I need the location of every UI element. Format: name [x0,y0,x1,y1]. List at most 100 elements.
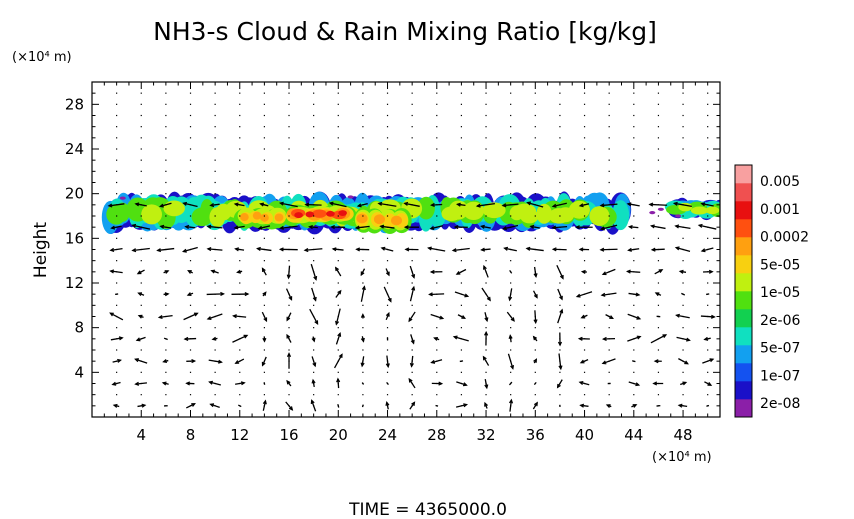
wind-arrow-head [403,225,409,230]
grid-dot [583,181,586,184]
wind-arrow-head [484,330,489,336]
grid-dot [608,193,610,195]
wind-arrow-head [475,203,481,208]
wind-arrow [408,311,416,322]
grid-dot [386,137,389,139]
wind-arrow-head [455,202,461,207]
wind-arrow-head [451,248,457,253]
wind-arrow [534,310,537,323]
wind-arrow-head [137,314,143,319]
wind-arrow [509,269,513,274]
wind-arrow [410,334,415,344]
colorbar-label: 2e-06 [760,313,800,329]
wind-arrow [285,288,293,300]
wind-arrow [481,287,491,301]
wind-arrow [556,264,564,279]
grid-dot [682,260,684,262]
wind-arrow-head [533,319,538,325]
wind-arrow [132,224,151,230]
wind-arrow-head [579,403,585,408]
wind-arrow [530,225,540,229]
wind-arrow-head [658,269,664,274]
wind-arrow-head [355,247,361,252]
grid-dot [510,137,512,139]
grid-dot [165,215,167,217]
wind-arrow [700,315,715,318]
colorbar: 0.005 0.001 0.0002 5e-05 1e-05 2e-06 5e-07 1e-0… [734,164,809,418]
grid-dot [485,126,487,128]
grid-dot [510,159,512,161]
grid-dot [411,349,413,351]
grid-dot [436,260,438,262]
wind-arrow-head [187,270,192,274]
wind-arrow [160,225,172,229]
grid-dot [214,394,216,396]
grid-dot [288,137,290,139]
wind-arrow-head [310,399,315,404]
wind-arrow [207,248,223,251]
wind-arrow [110,270,123,274]
x-tick-label: 4 [136,426,146,444]
wind-arrow-head [508,334,513,340]
wind-arrow [159,314,173,319]
grid-dot [362,260,364,262]
grid-dot [386,371,389,373]
grid-dot [411,148,413,150]
wind-arrow-head [279,225,284,230]
wind-arrow-head [286,379,291,385]
wind-arrow-head [636,335,642,340]
grid-dot [534,170,536,172]
wind-arrow-head [338,353,343,358]
grid-dot [460,92,463,94]
grid-dot [633,137,635,139]
wind-arrow-head [233,202,239,207]
wind-arrow [702,358,714,364]
wind-arrow-head [408,317,413,323]
wind-arrow [459,360,464,363]
wind-arrow-head [575,225,580,230]
grid-dot [288,159,290,161]
grid-dot [313,92,315,94]
grid-dot [214,327,216,329]
grid-dot [633,327,635,329]
wind-arrow [311,287,317,301]
grid-dot [460,215,463,217]
wind-arrow-head [210,269,216,274]
wind-arrow [601,292,617,296]
grid-dot [707,371,709,373]
grid-dot [239,92,241,94]
wind-arrow-head [430,202,435,208]
wind-arrow [111,225,122,229]
grid-dot [239,260,241,262]
wind-arrow [132,247,150,252]
wind-arrow-head [648,202,654,207]
wind-arrow-head [430,359,436,364]
grid-dot [165,92,167,94]
grid-dot [116,349,118,351]
wind-arrow-head [682,381,688,386]
grid-dot [165,114,167,117]
wind-arrow [135,203,147,207]
grid-dot [510,126,512,128]
wind-arrow-head [533,358,538,363]
grid-dot [411,304,413,306]
wind-arrow-head [278,201,284,206]
grid-dot [239,282,241,284]
colorbar-swatch [735,363,752,382]
grid-dot [682,304,684,306]
wind-arrow [386,381,389,386]
wind-arrow-head [206,247,212,252]
grid-dot [510,215,512,217]
grid-dot [460,282,463,284]
grid-dot [633,260,635,262]
grid-dot [534,181,536,184]
grid-dot [411,114,413,117]
wind-arrow-head [385,271,390,277]
grid-dot [559,137,561,139]
colorbar-swatch [735,165,752,184]
x-tick-label: 12 [230,426,249,444]
wind-arrow-head [411,285,416,291]
grid-dot [116,304,118,306]
wind-arrow-head [480,247,486,252]
wind-arrow-head [557,341,563,347]
